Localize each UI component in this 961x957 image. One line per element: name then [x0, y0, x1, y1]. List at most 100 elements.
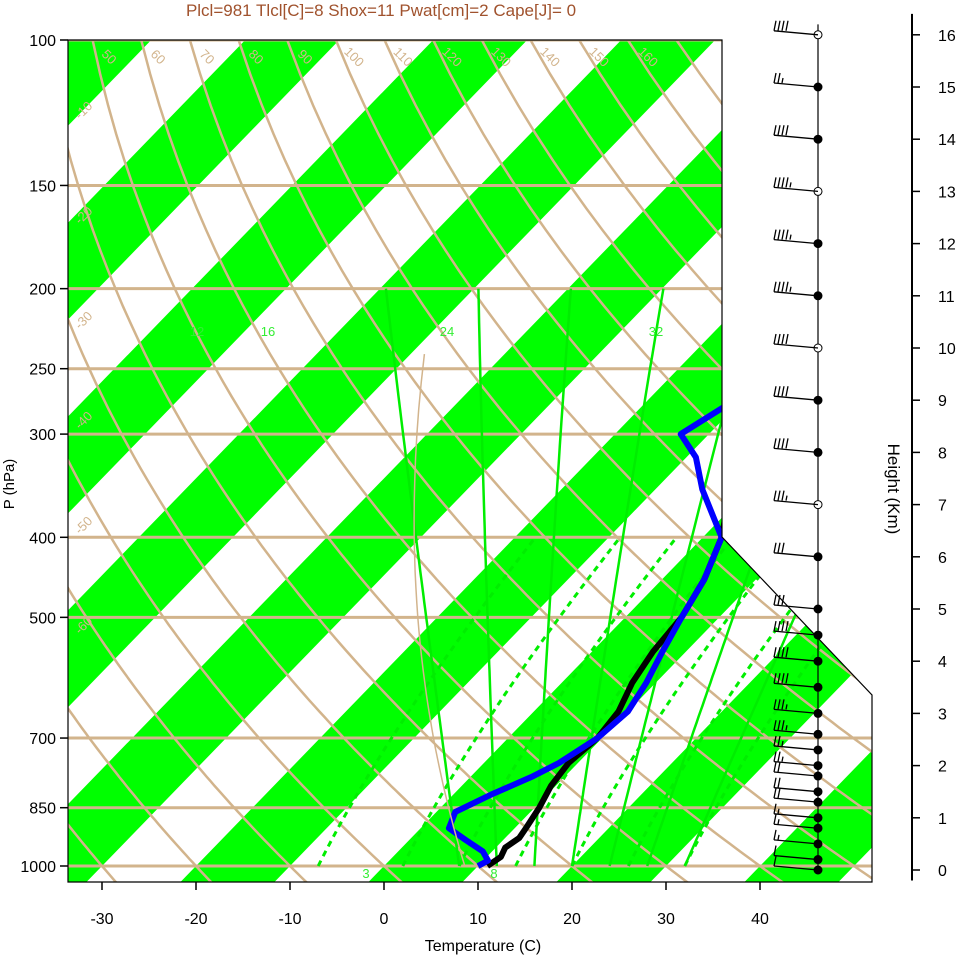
wind-barb-staff: [773, 343, 819, 349]
wind-barb: [777, 333, 781, 345]
x-tick-label: 30: [657, 911, 675, 928]
wind-barb-staff: [773, 682, 819, 688]
mixing-ratio-label: 8: [490, 866, 497, 881]
wind-barb-half: [777, 819, 780, 825]
mixing-ratio-label: 12: [190, 324, 204, 339]
wind-barb: [777, 438, 781, 449]
height-tick-label: 4: [938, 654, 947, 671]
height-tick-label: 10: [938, 341, 956, 358]
parcel-path: [413, 354, 466, 867]
wind-barb: [785, 125, 789, 136]
wind-barbs: [773, 20, 823, 875]
wind-barb: [777, 751, 781, 762]
wind-barb: [773, 845, 777, 856]
height-tick-label: 13: [938, 184, 956, 201]
y-tick-label: 100: [29, 33, 56, 50]
y-tick-label: 150: [29, 178, 56, 195]
y-tick-label: 300: [29, 427, 56, 444]
mixing-ratio-line: [570, 536, 791, 867]
wind-barb-staff: [773, 797, 819, 803]
dry-adiabat-label: 70: [197, 46, 218, 67]
x-tick-label: 20: [563, 911, 581, 928]
wind-barb: [777, 673, 781, 684]
wind-barb: [785, 620, 789, 632]
wind-barb-staff: [773, 813, 819, 819]
wind-barb: [773, 177, 777, 188]
dry-adiabat-label: 140: [537, 44, 563, 70]
wind-barb: [773, 490, 777, 501]
wind-barb: [773, 855, 777, 867]
isotherm-label: 30: [847, 641, 868, 662]
dry-adiabat: [225, 40, 872, 882]
mixing-ratio-line: [627, 536, 847, 867]
wind-barb-staff: [773, 823, 819, 829]
isotherm-label: 10: [727, 339, 748, 360]
y-tick-label: 700: [29, 731, 56, 748]
y-tick-label: 250: [29, 362, 56, 379]
wind-barb: [773, 788, 777, 799]
height-tick-label: 1: [938, 811, 947, 828]
dry-adiabat: [68, 40, 500, 882]
wind-barb: [777, 20, 781, 31]
moist-adiabat: [570, 288, 665, 867]
wind-barb: [777, 281, 781, 292]
wind-barb: [781, 720, 785, 731]
wind-barb-half: [789, 182, 792, 188]
wind-barb-staff: [773, 552, 819, 558]
wind-barb: [785, 438, 789, 449]
wind-barb: [777, 788, 781, 799]
y-tick-label: 500: [29, 610, 56, 627]
wind-barb: [773, 333, 777, 345]
dry-adiabat-label: 60: [148, 46, 169, 67]
height-tick-label: 9: [938, 393, 947, 410]
isotherm-band: [179, 40, 872, 882]
wind-barb: [773, 386, 777, 397]
wind-barb: [781, 647, 785, 658]
wind-barb: [785, 281, 789, 292]
dry-adiabat: [84, 40, 690, 882]
chart-title: Plcl=981 Tlcl[C]=8 Shox=11 Pwat[cm]=2 Ca…: [186, 1, 576, 20]
height-tick-label: 14: [938, 132, 956, 149]
wind-barb: [773, 735, 777, 747]
wind-barb: [785, 673, 789, 684]
x-tick-label: -30: [90, 911, 113, 928]
wind-barb-staff: [773, 656, 819, 662]
wind-barb: [781, 594, 785, 606]
wind-barb-staff: [773, 771, 819, 777]
wind-barb: [777, 125, 781, 136]
wind-barb-half: [785, 725, 788, 731]
wind-barb-staff: [773, 745, 819, 751]
wind-barb-half: [781, 77, 784, 84]
wind-barb: [773, 620, 777, 632]
x-tick-label: 40: [751, 911, 769, 928]
wind-barb: [773, 20, 777, 31]
isotherm-band: [555, 40, 872, 882]
x-axis-label: Temperature (C): [425, 938, 541, 955]
wind-barb-half: [785, 495, 788, 501]
height-tick-label: 7: [938, 498, 947, 515]
wind-barb-half: [777, 834, 780, 841]
mixing-ratio-label: 24: [440, 324, 454, 339]
y-tick-label: 1000: [20, 859, 56, 876]
moist-adiabat: [608, 288, 758, 867]
wind-barb: [785, 647, 789, 658]
wind-barb: [777, 72, 781, 84]
dry-adiabat-label: 100: [341, 44, 367, 70]
wind-barb: [785, 177, 789, 188]
y-tick-label: 400: [29, 530, 56, 547]
wind-barb: [785, 20, 789, 31]
dry-adiabat: [0, 2, 22, 883]
wind-barb: [777, 177, 781, 188]
y-axis-label: P (hPa): [1, 459, 18, 510]
wind-barb: [777, 490, 781, 501]
dry-adiabat: [178, 40, 872, 882]
x-tick-label: 10: [469, 911, 487, 928]
wind-barb: [773, 673, 777, 684]
wind-barb: [781, 281, 785, 292]
height-tick-label: 12: [938, 237, 956, 254]
x-tick-label: -10: [278, 911, 301, 928]
height-tick-label: 6: [938, 550, 947, 567]
isotherm-label: -50: [72, 513, 96, 537]
